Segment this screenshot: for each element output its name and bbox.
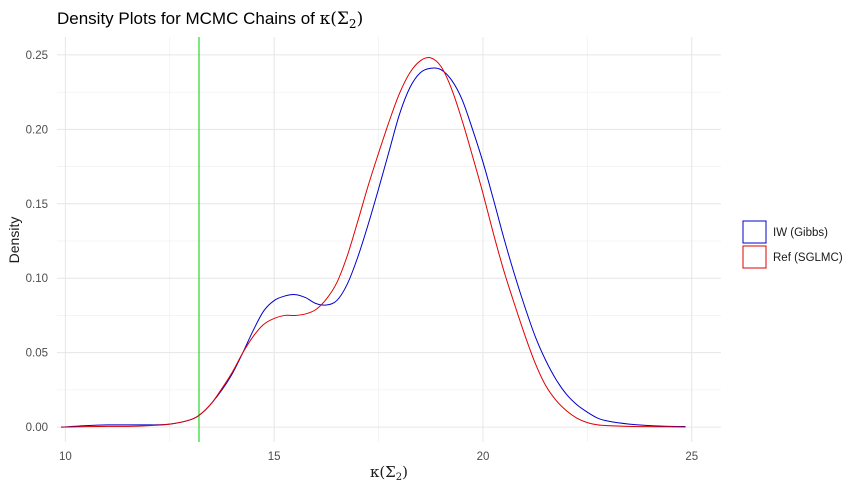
chart-title-prefix: Density Plots for MCMC Chains of bbox=[57, 9, 320, 28]
y-tick-label: 0.10 bbox=[26, 273, 48, 285]
x-axis-title-close: ) bbox=[402, 463, 408, 481]
x-axis-title-subscript: 2 bbox=[396, 472, 402, 483]
chart-title-symbol: κ(Σ bbox=[320, 9, 349, 29]
x-tick-label: 20 bbox=[477, 451, 490, 463]
series-lines bbox=[61, 57, 686, 428]
y-tick-label: 0.15 bbox=[26, 199, 48, 211]
y-tick-label: 0.00 bbox=[26, 422, 48, 434]
x-tick-label: 25 bbox=[685, 451, 698, 463]
x-tick-label: 10 bbox=[59, 451, 72, 463]
chart-title-close: ) bbox=[357, 9, 364, 29]
legend-label-iw-gibbs: IW (Gibbs) bbox=[773, 227, 828, 239]
y-tick-label: 0.05 bbox=[26, 348, 48, 360]
y-tick-label: 0.25 bbox=[26, 50, 48, 62]
grid bbox=[57, 37, 721, 442]
x-axis-title: κ(Σ2) bbox=[370, 463, 408, 483]
legend-label-ref-sglmc: Ref (SGLMC) bbox=[773, 252, 843, 264]
x-axis-title-symbol: κ(Σ bbox=[370, 463, 396, 481]
y-axis-ticks: 0.00 0.05 0.10 0.15 0.20 0.25 bbox=[26, 50, 48, 434]
legend: IW (Gibbs) Ref (SGLMC) bbox=[742, 220, 843, 269]
x-tick-label: 15 bbox=[268, 451, 281, 463]
legend-key-iw-gibbs bbox=[742, 220, 767, 244]
legend-key-ref-sglmc bbox=[742, 245, 767, 269]
y-axis-title: Density bbox=[6, 217, 22, 264]
series-line-ref-sglmc bbox=[61, 57, 686, 428]
x-axis-ticks: 10 15 20 25 bbox=[59, 451, 698, 463]
y-tick-label: 0.20 bbox=[26, 124, 48, 136]
chart-title: Density Plots for MCMC Chains of κ(Σ2) bbox=[57, 9, 363, 31]
series-line-iw-gibbs bbox=[61, 67, 686, 428]
chart-title-subscript: 2 bbox=[349, 17, 357, 31]
